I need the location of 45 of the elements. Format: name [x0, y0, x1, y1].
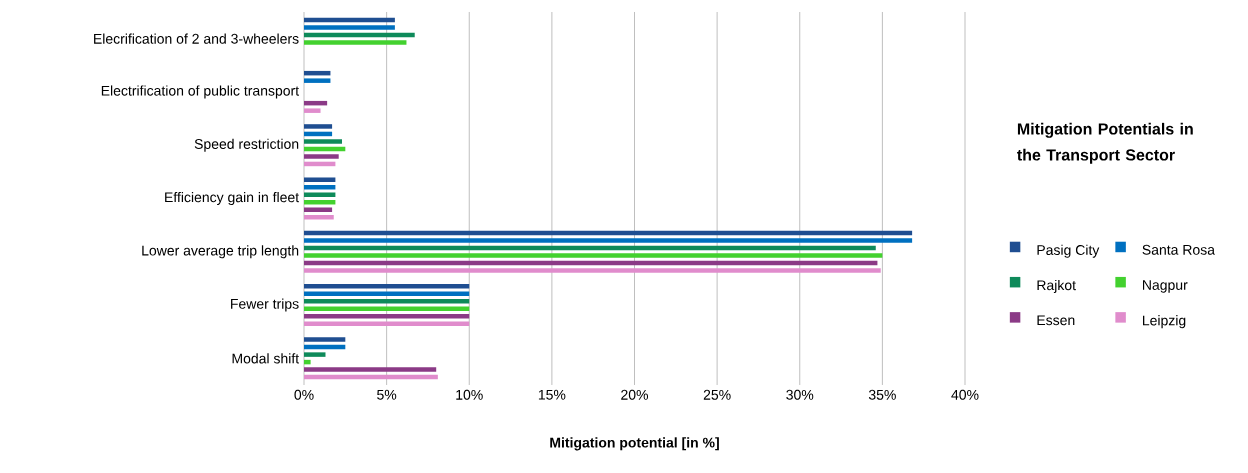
- legend-label: Essen: [1037, 315, 1075, 326]
- bar: [304, 214, 334, 220]
- bar: [304, 78, 331, 83]
- x-tick-label: 5%: [377, 389, 397, 400]
- bar: [304, 192, 336, 197]
- y-tick-label: Lower average trip length: [142, 245, 299, 259]
- x-axis-title: Mitigation potential [in %]: [550, 437, 719, 451]
- bar: [304, 207, 333, 212]
- x-tick-label: 10%: [456, 389, 483, 400]
- bar: [304, 40, 407, 45]
- bar: [304, 299, 470, 304]
- bar: [304, 367, 437, 372]
- legend-label: Pasig City: [1037, 244, 1100, 258]
- y-tick-label: Electrification of public transport: [101, 85, 299, 99]
- y-tick-label: Fewer trips: [231, 298, 299, 312]
- bar: [304, 284, 470, 289]
- bar: [304, 352, 326, 357]
- bar: [304, 124, 333, 129]
- y-tick-label: Efficiency gain in fleet: [165, 191, 299, 206]
- y-tick-label: Modal shift: [232, 353, 300, 364]
- legend-label: Santa Rosa: [1142, 244, 1215, 255]
- bar: [304, 108, 321, 113]
- legend-label: Rajkot: [1037, 279, 1076, 293]
- bar: [304, 359, 311, 365]
- x-tick-label: 30%: [786, 389, 814, 400]
- bar: [304, 154, 339, 159]
- bar: [304, 268, 881, 273]
- y-tick-label: Elecrification of 2 and 3-wheelers: [94, 33, 299, 44]
- bar: [304, 238, 913, 243]
- text: Mitigation Potentials in the Transport Sector: [1017, 122, 1193, 164]
- bar: [304, 139, 343, 144]
- bar: [304, 314, 470, 319]
- bar: [304, 177, 336, 182]
- legend-label: Leipzig: [1143, 315, 1186, 329]
- x-tick-label: 20%: [621, 389, 649, 400]
- x-tick-label: 40%: [951, 389, 979, 400]
- legend-label: Nagpur: [1143, 280, 1188, 293]
- bar: [304, 253, 883, 258]
- x-tick-label: 0%: [294, 389, 314, 400]
- x-tick-label: 15%: [538, 389, 566, 400]
- x-tick-label: 35%: [868, 389, 896, 400]
- bar: [304, 337, 346, 342]
- x-tick-label: 25%: [703, 389, 731, 400]
- bar: [304, 25, 395, 30]
- y-tick-label: Speed restriction: [194, 138, 299, 152]
